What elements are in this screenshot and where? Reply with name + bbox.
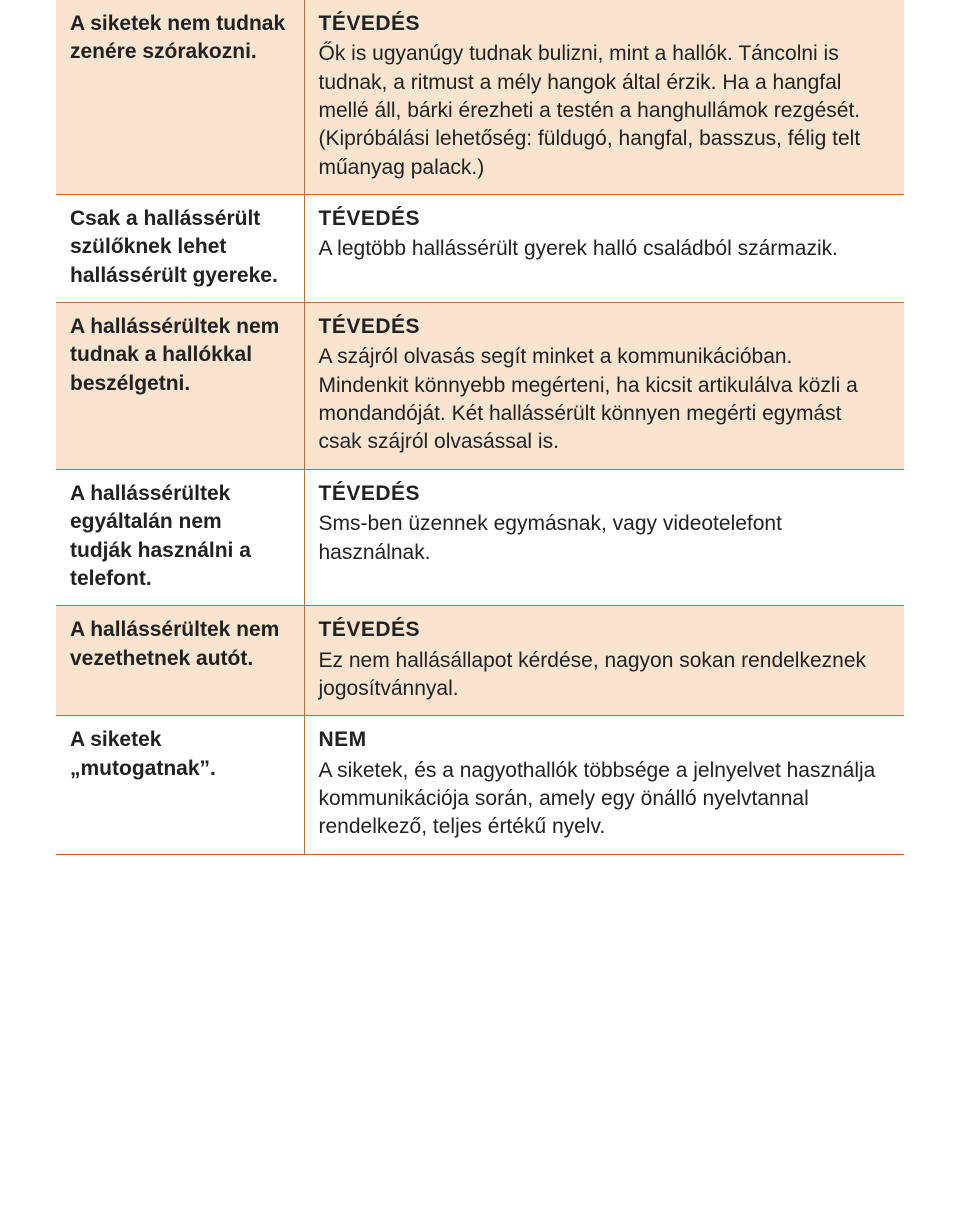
verdict-label: TÉVEDÉS xyxy=(319,313,887,341)
myth-cell: A hallássérültek egyáltalán nem tudják h… xyxy=(56,469,304,605)
myth-cell: A siketek „mutogatnak”. xyxy=(56,716,304,854)
table-row: A hallássérültek nem tudnak a hallókkal … xyxy=(56,303,904,470)
table-row: A hallássérültek egyáltalán nem tudják h… xyxy=(56,469,904,605)
table-row: A siketek nem tudnak zenére szórakozni. … xyxy=(56,0,904,195)
verdict-label: TÉVEDÉS xyxy=(319,616,887,644)
myth-cell: A hallássérültek nem vezethetnek autót. xyxy=(56,606,304,716)
explanation-text: A siketek, és a nagyothallók többsége a … xyxy=(319,759,876,839)
table-row: A siketek „mutogatnak”. NEM A siketek, é… xyxy=(56,716,904,854)
explanation-cell: TÉVEDÉS A szájról olvasás segít minket a… xyxy=(304,303,904,470)
explanation-text: A legtöbb hallássérült gyerek halló csal… xyxy=(319,237,838,260)
table-row: A hallássérültek nem vezethetnek autót. … xyxy=(56,606,904,716)
explanation-text: A szájról olvasás segít minket a kommuni… xyxy=(319,345,858,453)
myth-cell: Csak a hallássérült szülőknek lehet hall… xyxy=(56,195,304,303)
verdict-label: TÉVEDÉS xyxy=(319,480,887,508)
myth-cell: A siketek nem tudnak zenére szórakozni. xyxy=(56,0,304,195)
myth-table: A siketek nem tudnak zenére szórakozni. … xyxy=(56,0,904,855)
verdict-label: TÉVEDÉS xyxy=(319,10,887,38)
myth-cell: A hallássérültek nem tudnak a hallókkal … xyxy=(56,303,304,470)
verdict-label: TÉVEDÉS xyxy=(319,205,887,233)
explanation-cell: TÉVEDÉS Sms-ben üzennek egymásnak, vagy … xyxy=(304,469,904,605)
explanation-text: Ez nem hallásállapot kérdése, nagyon sok… xyxy=(319,649,867,700)
explanation-cell: NEM A siketek, és a nagyothallók többség… xyxy=(304,716,904,854)
verdict-label: NEM xyxy=(319,726,887,754)
explanation-cell: TÉVEDÉS Ők is ugyanúgy tudnak bulizni, m… xyxy=(304,0,904,195)
table-row: Csak a hallássérült szülőknek lehet hall… xyxy=(56,195,904,303)
explanation-cell: TÉVEDÉS Ez nem hallásállapot kérdése, na… xyxy=(304,606,904,716)
explanation-text: Ők is ugyanúgy tudnak bulizni, mint a ha… xyxy=(319,42,861,178)
explanation-cell: TÉVEDÉS A legtöbb hallássérült gyerek ha… xyxy=(304,195,904,303)
explanation-text: Sms-ben üzennek egymásnak, vagy videotel… xyxy=(319,512,782,563)
